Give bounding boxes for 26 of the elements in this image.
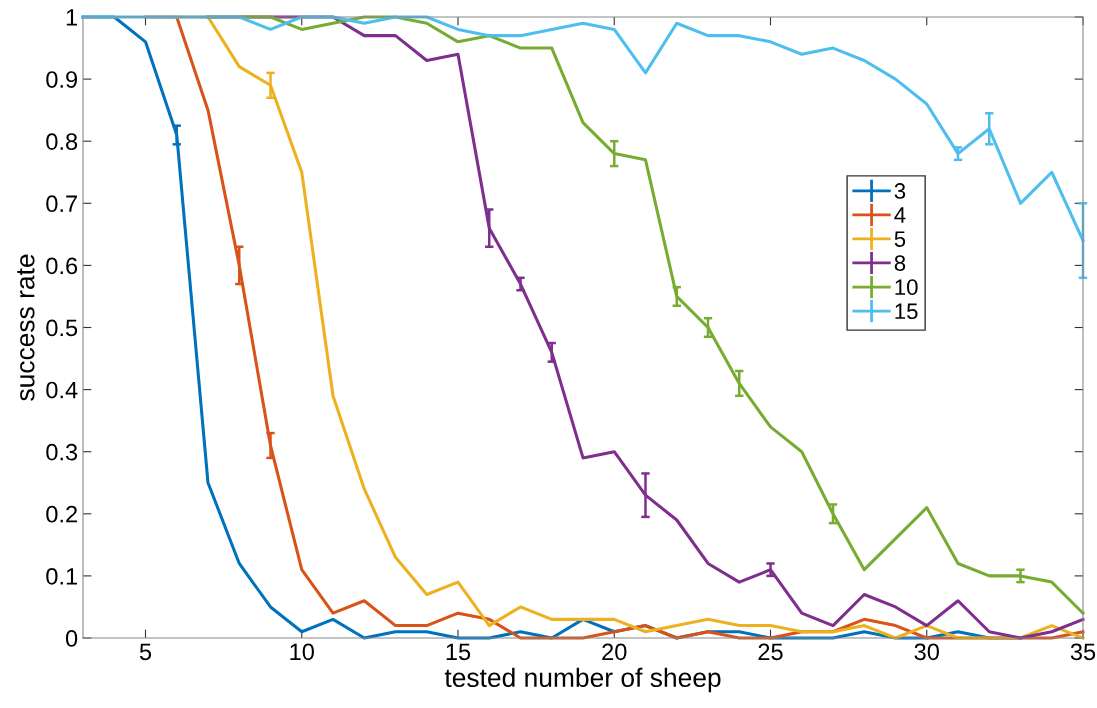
x-tick-label: 5: [139, 643, 152, 661]
legend-label: 10: [895, 279, 918, 296]
legend-label: 15: [895, 303, 918, 320]
legend-label: 5: [894, 231, 906, 247]
x-tick-label: 30: [914, 643, 939, 661]
legend-label: 3: [894, 183, 906, 199]
y-tick-label: 0.8: [46, 133, 78, 150]
y-tick-label: 0.5: [46, 319, 78, 337]
x-axis-title: tested number of sheep: [444, 667, 721, 693]
y-tick-label: 0.7: [46, 195, 77, 213]
x-tick-label: 35: [1070, 643, 1096, 661]
x-tick-label: 20: [602, 643, 627, 661]
y-tick-label: 1: [66, 9, 77, 26]
x-tick-label: 25: [758, 643, 783, 661]
y-tick-label: 0.9: [46, 71, 78, 88]
y-tick-label: 0: [65, 630, 78, 647]
x-tick-label: 15: [446, 643, 471, 661]
y-tick-label: 0.3: [46, 443, 78, 461]
y-tick-label: 0.2: [46, 505, 77, 523]
x-tick-label: 10: [290, 643, 314, 661]
legend-label: 4: [894, 207, 906, 223]
y-tick-label: 0.6: [46, 257, 78, 275]
y-axis-title: success rate: [17, 254, 35, 401]
y-tick-label: 0.1: [46, 567, 77, 585]
legend-label: 8: [894, 255, 906, 271]
y-tick-label: 0.4: [46, 381, 78, 399]
